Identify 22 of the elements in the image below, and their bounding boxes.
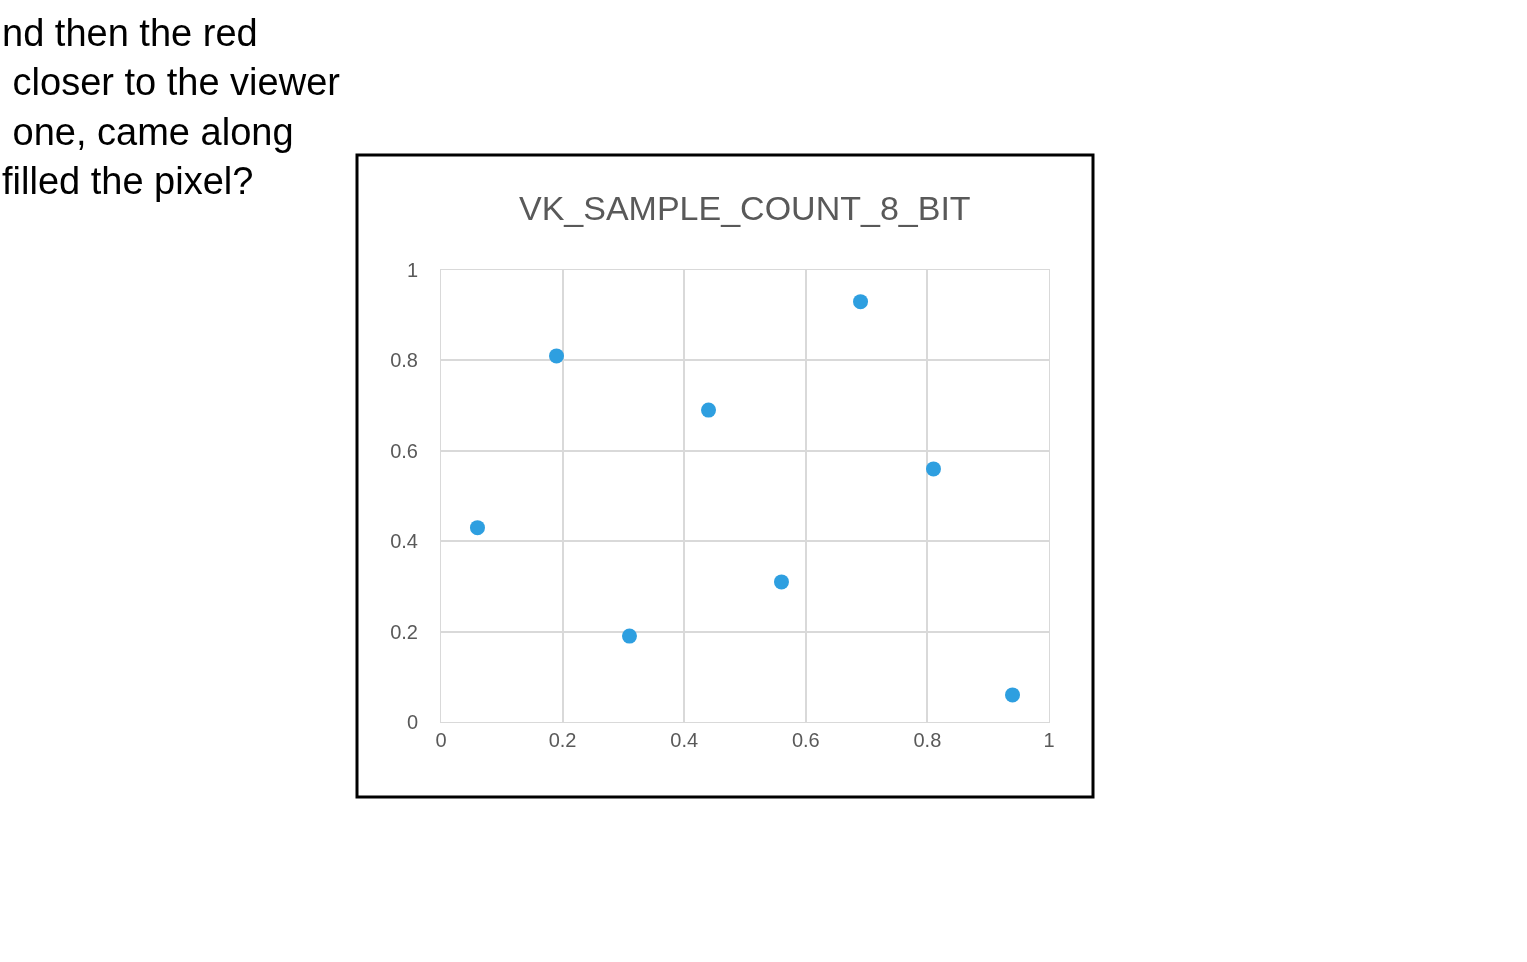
- point: [853, 294, 869, 310]
- point: [469, 520, 485, 536]
- y-tick-label: 0.4: [390, 530, 418, 553]
- point: [621, 628, 637, 644]
- x-tick-label: 0.4: [670, 729, 699, 751]
- y-tick-label: 0.8: [390, 349, 418, 372]
- point: [1005, 687, 1021, 703]
- text: nd then the red closer to the viewer one, came along filled the pixel?: [2, 12, 341, 203]
- y-tick-label: 0.6: [390, 439, 418, 462]
- y-tick-label: 0: [406, 711, 418, 733]
- point: [773, 574, 789, 590]
- y-tick-label: 1: [406, 259, 418, 281]
- y-tick-label: 0.2: [390, 620, 418, 643]
- point: [549, 348, 565, 364]
- chart-title: VK_SAMPLE_COUNT_8_BIT: [519, 189, 971, 227]
- point: [701, 402, 717, 418]
- point: [925, 461, 941, 477]
- x-tick-label: 0.2: [548, 729, 577, 751]
- x-tick-label: 0: [435, 729, 447, 751]
- x-tick-label: 1: [1043, 729, 1055, 751]
- x-tick-label: 0.8: [913, 729, 942, 751]
- x-tick-label: 0.6: [791, 729, 820, 751]
